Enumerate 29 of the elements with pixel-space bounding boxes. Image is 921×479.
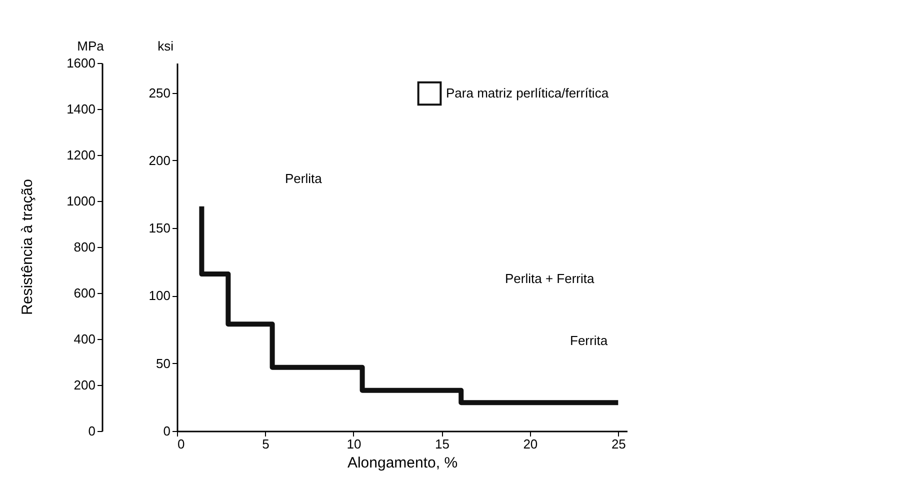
text: Resistência à tração xyxy=(19,179,36,315)
annotation: Perlita xyxy=(285,171,323,186)
x-tick-label: 15 xyxy=(434,436,450,452)
y-tick-label: 0 xyxy=(163,424,170,438)
y-tick-label: 50 xyxy=(156,356,170,371)
x-tick-label: 10 xyxy=(346,436,362,452)
legend-label: Para matriz perlítica/ferrítica xyxy=(446,86,610,100)
y2-tick-label: 1400 xyxy=(66,102,96,116)
y2-tick-label: 400 xyxy=(74,332,96,346)
y2-axis-title: MPa xyxy=(77,38,105,54)
annotation: Ferrita xyxy=(570,333,608,348)
y2-tick-label: 200 xyxy=(74,378,96,392)
y-tick-label: 200 xyxy=(148,152,170,168)
x-axis-title: Alongamento, % xyxy=(347,454,458,472)
x-tick-label: 0 xyxy=(178,436,185,452)
x-tick-label: 25 xyxy=(611,436,626,452)
annotation: Perlita + Ferrita xyxy=(505,271,595,286)
x-tick-label: 5 xyxy=(262,436,270,452)
y2-tick-label: 800 xyxy=(74,240,96,254)
y-tick-label: 150 xyxy=(148,220,170,236)
y2-tick-label: 0 xyxy=(88,424,96,438)
y-tick-label: 100 xyxy=(148,288,170,304)
y2-tick-label: 1600 xyxy=(66,56,96,70)
y2-tick-label: 600 xyxy=(74,286,96,300)
y2-tick-label: 1200 xyxy=(66,148,96,162)
y2-tick-label: 1000 xyxy=(66,194,96,208)
x-tick-label: 20 xyxy=(523,436,538,452)
y-tick-label: 250 xyxy=(148,85,170,100)
y-axis-title: ksi xyxy=(158,38,174,54)
